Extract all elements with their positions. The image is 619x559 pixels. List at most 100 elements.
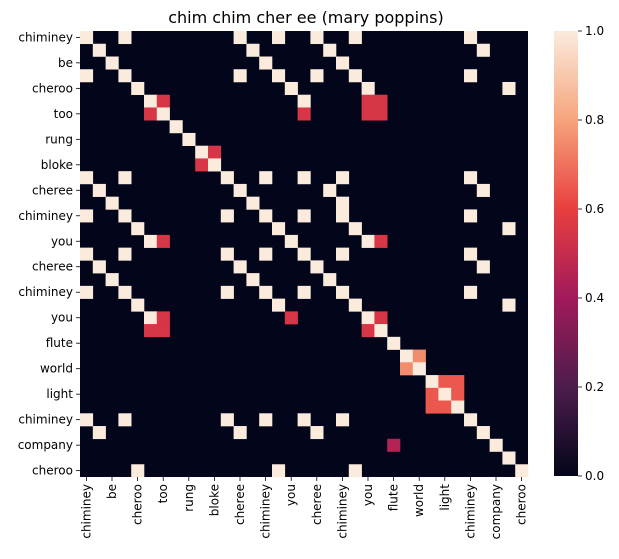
heatmap-cell bbox=[464, 209, 478, 223]
heatmap-cell bbox=[118, 209, 132, 223]
heatmap-cell bbox=[118, 247, 132, 261]
heatmap-cell bbox=[400, 362, 414, 376]
heatmap-cell bbox=[425, 400, 439, 414]
heatmap-cell bbox=[476, 260, 490, 274]
x-tick-label: flute bbox=[387, 484, 401, 511]
y-tick-label: cheroo bbox=[32, 464, 73, 478]
x-tick-label: chiminey bbox=[463, 484, 477, 539]
y-tick-label: chiminey bbox=[18, 30, 73, 44]
heatmap-cell bbox=[348, 31, 362, 45]
heatmap-cell bbox=[144, 94, 158, 108]
y-tick-label: light bbox=[46, 387, 73, 401]
y-tick-label: cheree bbox=[32, 260, 73, 274]
heatmap-cell bbox=[451, 387, 465, 401]
heatmap-cell bbox=[105, 196, 119, 210]
heatmap-cell bbox=[310, 69, 324, 83]
heatmap-cell bbox=[464, 69, 478, 83]
colorbar-tick-label: 1.0 bbox=[585, 24, 604, 38]
heatmap-cell bbox=[310, 31, 324, 45]
heatmap-cell bbox=[425, 375, 439, 389]
heatmap-cell bbox=[348, 222, 362, 236]
y-tick-label: you bbox=[51, 311, 73, 325]
heatmap-cell bbox=[476, 183, 490, 197]
x-tick-label: bloke bbox=[207, 484, 221, 516]
heatmap-cell bbox=[118, 31, 132, 45]
heatmap-cell bbox=[220, 247, 234, 261]
heatmap-cell bbox=[489, 438, 503, 452]
heatmap-cell bbox=[272, 298, 286, 312]
heatmap-cell bbox=[195, 145, 209, 159]
x-tick-label: you bbox=[284, 484, 298, 506]
y-tick-label: chiminey bbox=[18, 209, 73, 223]
heatmap-cell bbox=[272, 69, 286, 83]
heatmap-cell bbox=[297, 413, 311, 427]
heatmap-cell bbox=[131, 464, 145, 478]
heatmap-cell bbox=[336, 247, 350, 261]
heatmap-cell bbox=[272, 31, 286, 45]
heatmap-cell bbox=[156, 311, 170, 325]
heatmap-cell bbox=[502, 81, 516, 96]
y-tick-label: chiminey bbox=[18, 413, 73, 427]
heatmap-cell bbox=[208, 158, 222, 172]
heatmap-cell bbox=[323, 273, 337, 287]
heatmap-cell bbox=[131, 222, 145, 236]
heatmap-cell bbox=[259, 413, 273, 427]
colorbar-tick-label: 0.8 bbox=[585, 113, 604, 127]
heatmap-cell bbox=[361, 107, 375, 121]
heatmap-cell bbox=[208, 145, 222, 159]
heatmap-cell bbox=[438, 375, 452, 389]
heatmap-cell bbox=[374, 107, 388, 121]
heatmap-cell bbox=[156, 94, 170, 108]
y-tick-label: cheree bbox=[32, 183, 73, 197]
heatmap-cell bbox=[246, 273, 260, 287]
colorbar-tick-label: 0.4 bbox=[585, 291, 604, 305]
heatmap-cell bbox=[144, 107, 158, 121]
heatmap-cell bbox=[464, 413, 478, 427]
heatmap-cell bbox=[374, 324, 388, 338]
heatmap-cell bbox=[476, 426, 490, 440]
heatmap-cell bbox=[348, 69, 362, 83]
colorbar-tick-label: 0.2 bbox=[585, 380, 604, 394]
heatmap-cell bbox=[412, 349, 426, 363]
heatmap-cell bbox=[131, 298, 145, 312]
x-tick-label: cheroo bbox=[515, 484, 529, 525]
y-tick-label: bloke bbox=[41, 158, 73, 172]
heatmap-cell bbox=[336, 285, 350, 299]
y-tick-label: chiminey bbox=[18, 285, 73, 299]
heatmap-cell bbox=[336, 209, 350, 223]
x-tick-label: cheree bbox=[310, 484, 324, 525]
heatmap-cell bbox=[80, 31, 94, 45]
heatmap-cell bbox=[233, 183, 247, 197]
heatmap-cell bbox=[80, 69, 94, 83]
heatmap-cell bbox=[374, 234, 388, 248]
heatmap-cell bbox=[220, 285, 234, 299]
y-tick-label: be bbox=[58, 56, 73, 70]
heatmap-cell bbox=[118, 413, 132, 427]
heatmap-cell bbox=[220, 413, 234, 427]
heatmap-cell bbox=[233, 260, 247, 274]
heatmap-cell bbox=[156, 324, 170, 338]
heatmap-cell bbox=[105, 273, 119, 287]
x-tick-label: too bbox=[156, 484, 170, 503]
x-tick-labels: chiminey be cheroo too rung bloke cheree chimin… bbox=[79, 477, 529, 539]
x-tick-label: be bbox=[105, 484, 119, 499]
heatmap-cell bbox=[233, 69, 247, 83]
heatmap-cell bbox=[169, 120, 183, 134]
heatmap-cell bbox=[348, 464, 362, 478]
heatmap-cell bbox=[310, 426, 324, 440]
heatmap-cell bbox=[297, 247, 311, 261]
heatmap-cell bbox=[284, 234, 298, 248]
heatmap-cell bbox=[361, 311, 375, 325]
heatmap-cell bbox=[323, 43, 337, 57]
heatmap-cell bbox=[336, 56, 350, 70]
heatmap-cell bbox=[118, 171, 132, 185]
heatmap-cell bbox=[259, 285, 273, 299]
heatmap-cell bbox=[425, 387, 439, 401]
heatmap-cell bbox=[259, 209, 273, 223]
heatmap-cell bbox=[361, 81, 375, 96]
heatmap-cell bbox=[515, 464, 529, 478]
heatmap-cell bbox=[336, 413, 350, 427]
colorbar-tick-label: 0.0 bbox=[585, 469, 604, 483]
heatmap-cell bbox=[246, 43, 260, 57]
